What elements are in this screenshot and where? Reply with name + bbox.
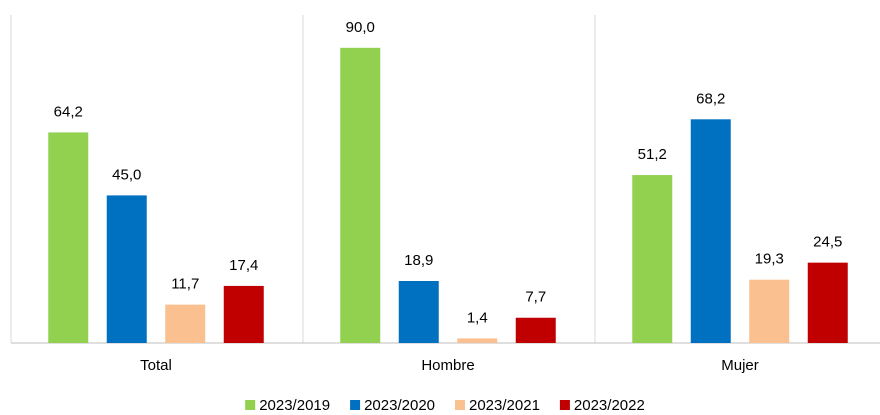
value-label: 64,2	[54, 103, 83, 120]
legend-swatch	[455, 400, 465, 410]
bar	[106, 195, 147, 343]
legend-label: 2023/2022	[574, 397, 645, 414]
legend-label: 2023/2021	[469, 397, 540, 414]
value-label: 7,7	[525, 289, 546, 306]
legend-swatch	[559, 400, 570, 410]
value-label: 17,4	[229, 257, 258, 274]
legend-swatch	[245, 400, 256, 410]
bar	[457, 338, 498, 343]
bar	[749, 279, 790, 343]
bar	[398, 281, 439, 343]
bar	[515, 317, 556, 343]
value-label: 90,0	[346, 19, 375, 36]
legend-label: 2023/2020	[364, 397, 435, 414]
legend-label: 2023/2019	[259, 397, 330, 414]
x-tick-label: Hombre	[421, 357, 474, 374]
x-tick-label: Mujer	[721, 357, 759, 374]
bar	[340, 47, 381, 344]
value-label: 24,5	[813, 234, 842, 251]
x-tick-label: Total	[140, 357, 172, 374]
value-label: 45,0	[112, 166, 141, 183]
value-label: 51,2	[638, 146, 667, 163]
bar	[223, 285, 264, 343]
bar	[48, 132, 89, 343]
legend-swatch	[350, 400, 361, 410]
value-label: 18,9	[404, 252, 433, 269]
bar	[165, 304, 206, 343]
value-label: 1,4	[467, 309, 488, 326]
value-label: 68,2	[696, 90, 725, 107]
bar	[807, 262, 848, 343]
bar	[632, 175, 673, 343]
value-label: 11,7	[171, 276, 199, 293]
value-label: 19,3	[755, 251, 784, 268]
bar	[690, 119, 731, 343]
